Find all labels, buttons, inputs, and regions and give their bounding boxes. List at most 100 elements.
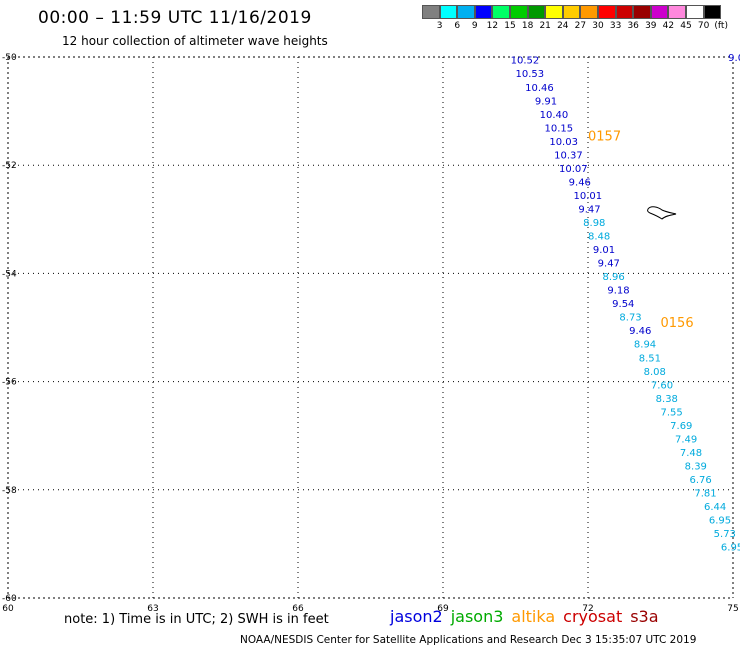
wave-height-value: 8.51: [639, 353, 661, 364]
x-tick-label: 75: [727, 604, 738, 614]
legend-swatch: [545, 5, 563, 19]
legend-swatch: [580, 5, 598, 19]
y-tick-label: -58: [2, 486, 17, 496]
wave-height-color-legend: 3 6 9 12 15 18 21 24 27 30 33 36 39 42 45 70 (ft): [422, 5, 728, 31]
legend-swatch: [422, 5, 440, 19]
island-outline: [647, 206, 677, 220]
wave-height-value: 9.46: [569, 177, 591, 188]
wave-height-value: 9.18: [607, 286, 629, 297]
wave-height-value: 10.46: [525, 83, 554, 94]
footer-credit: NOAA/NESDIS Center for Satellite Applica…: [240, 634, 697, 646]
wave-height-value: 7.55: [661, 407, 683, 418]
wave-height-value: 10.01: [574, 191, 603, 202]
y-tick-label: -56: [2, 378, 17, 388]
map-grid: [7, 56, 734, 599]
wave-height-value: 8.39: [685, 461, 707, 472]
wave-height-value: 10.15: [545, 123, 574, 134]
x-tick-label: 69: [437, 604, 449, 614]
legend-label: 42: [662, 21, 675, 31]
wave-height-value: 8.38: [656, 394, 678, 405]
wave-height-value: 8.48: [588, 232, 610, 243]
y-tick-label: -52: [2, 161, 17, 171]
wave-height-value: 9.47: [578, 204, 600, 215]
wave-height-value: 10.52: [511, 56, 540, 67]
wave-height-value: 10.03: [549, 137, 578, 148]
wave-height-value: 8.96: [603, 272, 625, 283]
legend-swatch: [615, 5, 634, 19]
legend-swatch: [457, 5, 475, 19]
wave-height-value: 6.95: [709, 516, 731, 527]
legend-label: 30: [592, 21, 604, 31]
wave-height-value: 10.40: [540, 110, 569, 121]
wave-height-value: 9.0: [728, 53, 740, 64]
legend-swatch: [650, 5, 669, 19]
legend-swatch: [597, 5, 616, 19]
legend-label: 24: [557, 21, 569, 31]
legend-label: 45: [680, 21, 692, 31]
wave-height-value: 8.94: [634, 340, 656, 351]
legend-swatches: [422, 5, 722, 19]
x-tick-label: 60: [2, 604, 14, 614]
x-tick-label: 66: [292, 604, 304, 614]
legend-label: 6: [454, 21, 461, 31]
wave-height-value: 7.49: [675, 434, 697, 445]
satellite-cryosat: cryosat: [563, 607, 623, 626]
wave-height-value: 10.07: [559, 164, 588, 175]
x-tick-label: 63: [147, 604, 158, 614]
satellite-jason3: jason3: [450, 607, 504, 626]
legend-label: 27: [574, 21, 587, 31]
track-id-label: 0156: [661, 316, 694, 331]
legend-label: 3: [436, 21, 443, 31]
legend-swatch: [492, 5, 510, 19]
satellite-s3a: s3a: [630, 607, 659, 626]
wave-height-value: 9.54: [612, 299, 634, 310]
legend-swatch: [509, 5, 528, 19]
satellite-jason2: jason2: [390, 607, 443, 626]
legend-label: 18: [521, 21, 534, 31]
wave-height-value: 9.46: [629, 326, 651, 337]
wave-height-value: 6.44: [704, 502, 726, 513]
legend-label: (ft): [714, 21, 728, 31]
x-tick-label: 72: [582, 604, 593, 614]
wave-height-value: 6.95: [721, 543, 740, 554]
wave-height-value: 6.76: [690, 475, 712, 486]
legend-swatch: [633, 5, 651, 19]
legend-swatch: [562, 5, 581, 19]
footer-note: note: 1) Time is in UTC; 2) SWH is in fe…: [64, 612, 329, 627]
legend-swatch: [668, 5, 686, 19]
legend-label: 33: [609, 21, 622, 31]
legend-swatch: [685, 5, 704, 19]
legend-labels: 3 6 9 12 15 18 21 24 27 30 33 36 39 42 45 70 (ft): [422, 21, 740, 33]
legend-label: 15: [504, 21, 516, 31]
wave-height-value: 9.01: [593, 245, 615, 256]
island-coastline: [647, 206, 677, 220]
legend-label: 36: [627, 21, 639, 31]
legend-swatch: [439, 5, 458, 19]
wave-height-value: 8.08: [644, 367, 666, 378]
legend-label: 9: [471, 21, 478, 31]
y-tick-label: -54: [2, 269, 17, 279]
satellite-legend: jason2 jason3 altika cryosat s3a: [390, 607, 667, 626]
map-subtitle: 12 hour collection of altimeter wave hei…: [62, 34, 328, 48]
wave-height-value: 10.53: [516, 69, 545, 80]
map-axis-ticks: 60 63 66 69 72 75 -50 -52 -54 -56 -58 -60: [2, 53, 739, 614]
wave-height-value: 9.47: [598, 259, 620, 270]
satellite-altika: altika: [511, 607, 556, 626]
altimeter-data-points: 10.52 10.53 10.46 9.91 10.40 10.15 10.03 10.37 1…: [511, 53, 740, 554]
wave-height-value: 8.98: [583, 218, 605, 229]
legend-label: 70: [697, 21, 710, 31]
legend-swatch: [474, 5, 493, 19]
wave-height-value: 7.81: [694, 489, 716, 500]
legend-label: 12: [486, 21, 499, 31]
track-labels: 0157 0156: [588, 129, 694, 331]
wave-height-value: 9.91: [535, 96, 557, 107]
wave-height-value: 7.60: [651, 380, 673, 391]
track-id-label: 0157: [588, 129, 621, 144]
map-title: 00:00 – 11:59 UTC 11/16/2019: [38, 8, 312, 28]
legend-label: 39: [645, 21, 657, 31]
legend-swatch: [703, 5, 722, 19]
y-tick-label: -60: [2, 594, 17, 604]
wave-height-value: 8.73: [619, 313, 641, 324]
